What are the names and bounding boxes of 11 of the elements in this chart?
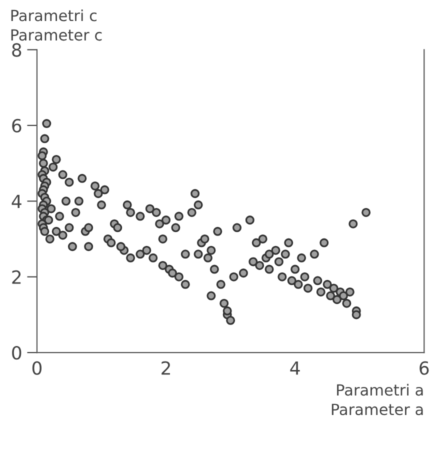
x-tick-label: 2 <box>162 361 170 375</box>
x-axis-title: Parametri a Parameter a <box>332 384 423 416</box>
x-tick-label: 6 <box>420 361 429 375</box>
y-tick-label: 0 <box>12 346 22 360</box>
y-tick-label: 8 <box>12 43 22 57</box>
y-tick-label: 6 <box>12 118 22 133</box>
y-axis-title: Parametri c Parameter c <box>11 9 102 41</box>
x-tick-label: 0 <box>32 361 42 375</box>
y-tick-label: 2 <box>12 270 21 284</box>
x-tick-label: 4 <box>290 361 300 375</box>
y-tick-label: 4 <box>12 194 22 208</box>
